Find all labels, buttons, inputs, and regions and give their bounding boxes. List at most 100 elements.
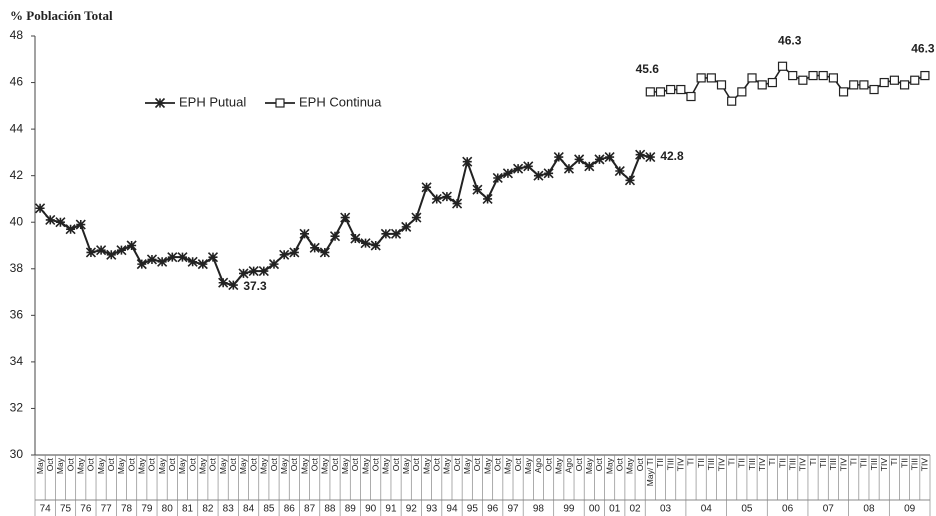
x-group-label: 89 bbox=[345, 504, 357, 515]
marker bbox=[798, 75, 808, 85]
marker bbox=[45, 214, 56, 225]
x-group-label: 78 bbox=[121, 504, 133, 515]
x-tick-label: May bbox=[482, 457, 492, 474]
x-tick-label: May bbox=[299, 457, 309, 474]
x-tick-label: Oct bbox=[65, 457, 75, 471]
marker bbox=[676, 84, 686, 95]
marker bbox=[513, 163, 524, 174]
x-tick-label: TIII bbox=[747, 458, 757, 470]
x-tick-label: May bbox=[584, 457, 594, 474]
marker bbox=[55, 217, 66, 228]
marker bbox=[187, 256, 198, 267]
x-tick-label: TIII bbox=[909, 458, 919, 470]
marker bbox=[604, 151, 615, 163]
marker bbox=[207, 252, 219, 263]
marker bbox=[177, 252, 188, 263]
x-tick-label: May bbox=[421, 457, 431, 474]
marker bbox=[319, 247, 330, 258]
marker bbox=[340, 212, 351, 223]
x-tick-label: Oct bbox=[86, 457, 96, 471]
marker bbox=[747, 73, 757, 83]
marker bbox=[197, 259, 208, 270]
marker bbox=[126, 240, 137, 251]
x-tick-label: TIII bbox=[665, 458, 675, 470]
marker bbox=[35, 203, 46, 214]
value-label: 42.8 bbox=[660, 149, 684, 163]
y-tick-label: 48 bbox=[10, 28, 24, 42]
x-group-label: 81 bbox=[182, 504, 194, 515]
marker bbox=[238, 268, 249, 279]
marker bbox=[248, 266, 259, 277]
marker bbox=[614, 165, 625, 177]
x-tick-label: May bbox=[381, 457, 391, 474]
x-group-label: 97 bbox=[507, 504, 519, 515]
x-tick-label: Oct bbox=[289, 457, 299, 471]
x-group-label: 79 bbox=[141, 504, 153, 515]
x-tick-label: Oct bbox=[574, 457, 584, 471]
marker bbox=[431, 193, 442, 205]
x-tick-label: TIV bbox=[920, 458, 930, 472]
y-tick-label: 46 bbox=[10, 75, 24, 89]
marker bbox=[757, 80, 767, 90]
marker bbox=[218, 277, 229, 288]
marker bbox=[553, 151, 564, 163]
marker bbox=[380, 228, 391, 239]
marker bbox=[116, 245, 127, 256]
x-tick-label: May bbox=[320, 457, 330, 474]
marker bbox=[584, 161, 595, 172]
x-tick-label: May bbox=[625, 457, 635, 474]
x-tick-label: Oct bbox=[411, 457, 421, 471]
x-group-label: 91 bbox=[385, 504, 397, 515]
x-group-label: 80 bbox=[162, 504, 174, 515]
x-group-label: 82 bbox=[202, 504, 214, 515]
x-tick-label: Oct bbox=[208, 457, 218, 471]
marker bbox=[462, 156, 473, 167]
x-group-label: 01 bbox=[609, 504, 621, 515]
x-tick-label: TI bbox=[808, 458, 818, 466]
marker bbox=[920, 70, 930, 81]
x-tick-label: May bbox=[157, 457, 167, 474]
x-tick-label: May bbox=[604, 457, 614, 474]
marker bbox=[329, 231, 341, 242]
marker bbox=[275, 98, 285, 108]
marker bbox=[401, 221, 412, 232]
legend-label: EPH Putual bbox=[179, 94, 246, 109]
x-tick-label: May bbox=[55, 457, 65, 474]
x-tick-label: Oct bbox=[228, 457, 238, 471]
marker bbox=[258, 266, 269, 277]
x-group-label: 76 bbox=[80, 504, 92, 515]
value-label: 46.3 bbox=[778, 34, 802, 48]
y-tick-label: 42 bbox=[10, 168, 24, 182]
x-tick-label: May bbox=[137, 457, 147, 474]
x-tick-label: May bbox=[442, 457, 452, 474]
x-tick-label: Oct bbox=[248, 457, 258, 471]
y-tick-label: 30 bbox=[10, 447, 24, 461]
x-tick-label: Oct bbox=[45, 457, 55, 471]
x-group-label: 88 bbox=[324, 504, 336, 515]
x-group-label: 93 bbox=[426, 504, 438, 515]
x-group-label: 77 bbox=[101, 504, 113, 515]
y-tick-label: 40 bbox=[10, 214, 24, 228]
x-tick-label: Oct bbox=[187, 457, 197, 471]
x-tick-label: TIV bbox=[716, 458, 726, 472]
x-group-label: 96 bbox=[487, 504, 499, 515]
x-tick-label: May bbox=[259, 457, 269, 474]
x-group-label: 05 bbox=[741, 504, 753, 515]
marker bbox=[75, 219, 86, 230]
x-group-label: 83 bbox=[223, 504, 235, 515]
x-tick-label: Oct bbox=[452, 457, 462, 471]
marker bbox=[594, 154, 605, 165]
x-tick-label: May bbox=[198, 457, 208, 474]
marker bbox=[390, 228, 402, 239]
marker bbox=[268, 259, 280, 270]
x-tick-label: TIV bbox=[798, 458, 808, 472]
marker bbox=[574, 154, 585, 165]
value-label: 46.3 bbox=[911, 42, 935, 56]
x-group-label: 74 bbox=[40, 504, 52, 515]
marker bbox=[502, 168, 513, 179]
marker bbox=[686, 91, 696, 102]
x-group-label: 95 bbox=[467, 504, 479, 515]
x-tick-label: Oct bbox=[106, 457, 116, 471]
x-tick-label: Oct bbox=[309, 457, 319, 471]
